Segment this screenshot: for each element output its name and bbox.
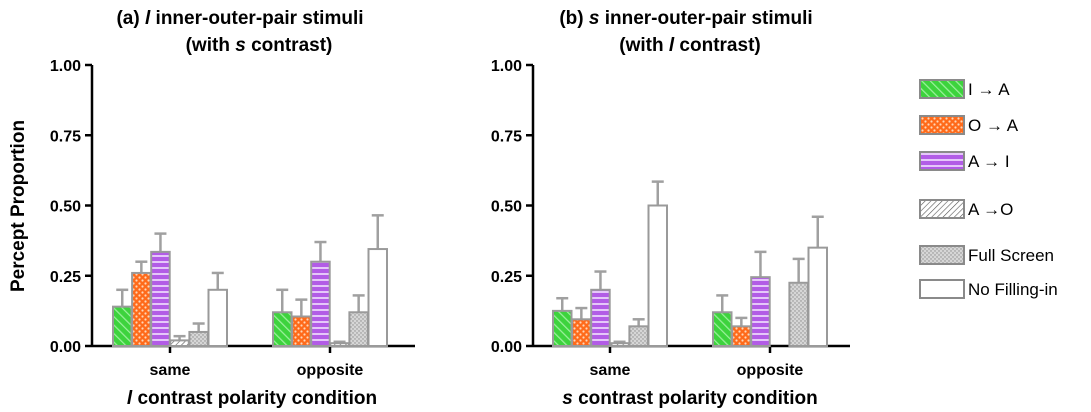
y-tick-label: 0.50	[491, 199, 522, 216]
x-tick-label: opposite	[737, 362, 804, 379]
legend-swatch	[919, 199, 965, 219]
panel-a-y-axis-label: Percept Proportion	[8, 120, 29, 292]
x-tick-label: opposite	[297, 362, 364, 379]
y-tick-label: 0.00	[50, 339, 81, 356]
legend-swatch	[919, 245, 965, 265]
x-tick-label: same	[150, 362, 191, 379]
legend-label: No Filling-in	[968, 280, 1058, 299]
x-tick-label: same	[590, 362, 631, 379]
bar	[788, 281, 809, 347]
legend-label: I → A	[968, 80, 1010, 99]
y-tick-label: 1.00	[491, 58, 522, 75]
bar	[712, 311, 733, 347]
panel-a-title-line2: (with s contrast)	[186, 35, 333, 56]
bar	[571, 318, 592, 347]
bar	[207, 288, 228, 347]
panel-b-title-line2: (with l contrast)	[619, 35, 760, 56]
legend-item: Full Screen	[919, 245, 1054, 265]
legend-swatch	[919, 279, 965, 299]
bar	[310, 260, 331, 348]
legend-swatch	[919, 79, 965, 99]
y-tick-label: 0.25	[491, 269, 522, 286]
y-tick-label: 0.75	[50, 128, 81, 145]
bar	[367, 248, 388, 347]
legend-label: A →O	[968, 200, 1013, 219]
bar	[590, 288, 611, 347]
legend-swatch	[919, 115, 965, 135]
panel-b-title-line1: (b) s inner-outer-pair stimuli	[559, 8, 812, 29]
y-tick-label: 0.25	[50, 269, 81, 286]
y-tick-label: 0.00	[491, 339, 522, 356]
bar	[731, 325, 752, 347]
bar	[272, 311, 293, 347]
bar	[647, 204, 668, 347]
panel-a-plot: 0.00 0.25 0.50 0.75 1.00 same opposite	[50, 58, 415, 379]
bar	[291, 315, 312, 347]
legend-label: A → I	[968, 152, 1010, 171]
panel-b-x-axis-label: s contrast polarity condition	[562, 388, 817, 409]
legend: I → A O → A A → I A →O Full Screen No Filling…	[919, 79, 1058, 299]
bar	[348, 311, 369, 347]
panel-a-x-axis-label: l contrast polarity condition	[127, 388, 377, 409]
legend-item: I → A	[919, 79, 1010, 99]
bar	[552, 309, 573, 347]
panel-b: (b) s inner-outer-pair stimuli (with l c…	[491, 8, 850, 409]
y-tick-label: 0.75	[491, 128, 522, 145]
y-tick-label: 1.00	[50, 58, 81, 75]
bar	[169, 339, 190, 348]
bar	[807, 246, 828, 347]
bar	[628, 325, 649, 347]
bar	[188, 330, 209, 348]
bar	[112, 305, 133, 348]
legend-item: A → I	[919, 151, 1010, 171]
legend-label: Full Screen	[968, 246, 1054, 265]
bar	[750, 276, 771, 347]
legend-swatch	[919, 151, 965, 171]
legend-item: No Filling-in	[919, 279, 1058, 299]
legend-label: O → A	[968, 116, 1019, 135]
bar	[131, 271, 152, 347]
y-tick-label: 0.50	[50, 199, 81, 216]
bar	[150, 250, 171, 348]
bar	[609, 342, 630, 348]
panel-a: (a) l inner-outer-pair stimuli (with s c…	[8, 8, 415, 409]
panel-b-plot: 0.00 0.25 0.50 0.75 1.00 same opposite	[491, 58, 850, 379]
legend-item: O → A	[919, 115, 1019, 135]
panel-a-title-line1: (a) l inner-outer-pair stimuli	[116, 8, 363, 29]
legend-item: A →O	[919, 199, 1013, 219]
bar	[329, 342, 350, 348]
